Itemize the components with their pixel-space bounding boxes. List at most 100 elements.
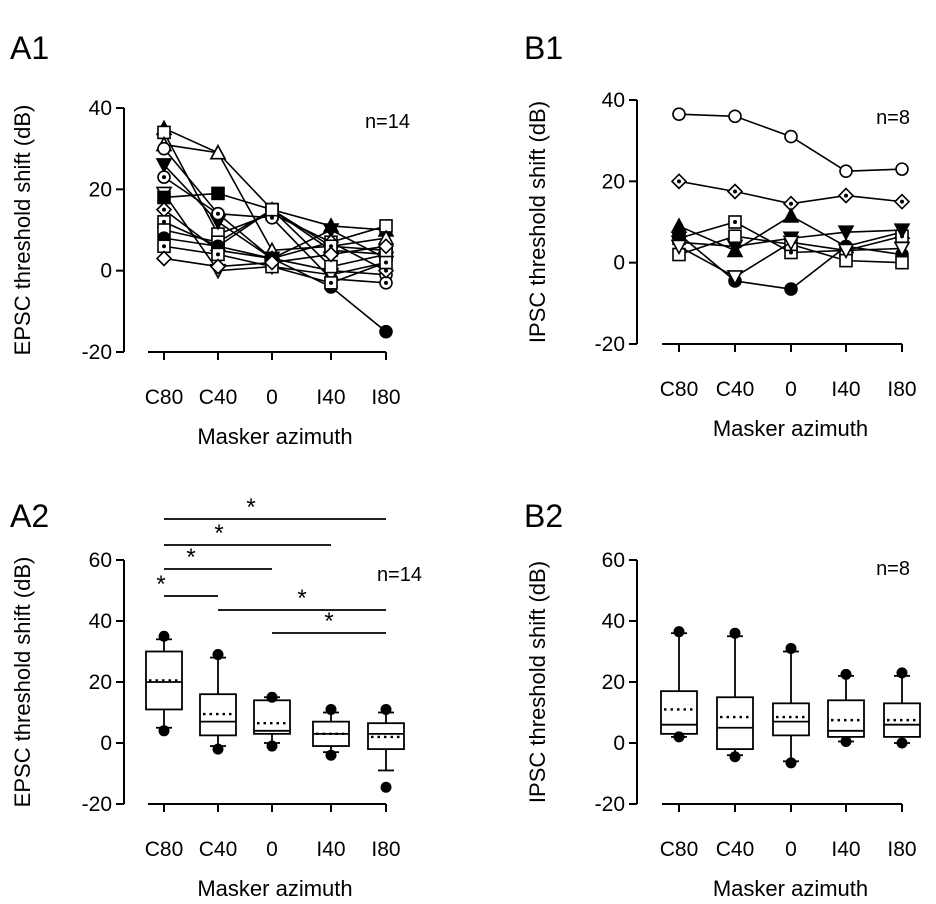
x-tick-label: I80 xyxy=(371,386,400,409)
data-point xyxy=(837,243,855,260)
data-point xyxy=(726,270,744,286)
y-tick-label: 40 xyxy=(89,97,112,120)
outlier-point xyxy=(325,703,337,715)
data-point xyxy=(211,186,225,201)
outlier-point xyxy=(325,749,337,761)
panel-label: B2 xyxy=(524,498,563,534)
data-point xyxy=(784,129,798,144)
data-point xyxy=(322,223,340,239)
data-point xyxy=(265,202,279,217)
data-point xyxy=(322,246,340,263)
significance-bar: * xyxy=(156,571,218,598)
data-point-dot xyxy=(162,207,166,212)
sample-size-label: n=14 xyxy=(365,111,410,133)
outlier-point xyxy=(212,743,224,755)
x-tick-label: I40 xyxy=(831,838,860,861)
data-point-dot xyxy=(384,280,388,285)
significance-bar: * xyxy=(164,494,386,521)
box-0 xyxy=(772,642,810,769)
x-tick-label: I80 xyxy=(887,378,916,401)
outlier-point xyxy=(212,649,224,661)
x-tick-label: C80 xyxy=(660,378,699,401)
data-point xyxy=(893,241,911,258)
data-point-dot xyxy=(384,260,388,265)
data-point xyxy=(672,227,686,241)
x-axis-label: Masker azimuth xyxy=(713,416,868,441)
data-point xyxy=(209,144,227,160)
x-tick-label: I40 xyxy=(316,386,345,409)
y-tick-label: 0 xyxy=(613,732,625,755)
significance-star: * xyxy=(246,494,255,521)
chart-panel-a2: A2 60 40 20 0 -20 EPSC threshold shift (dB) C80… xyxy=(10,494,422,901)
data-point xyxy=(672,107,686,122)
y-tick-label: 0 xyxy=(100,732,112,755)
data-point xyxy=(782,207,800,223)
x-axis-label: Masker azimuth xyxy=(197,424,352,449)
data-point xyxy=(157,141,171,156)
y-axis-label: IPSC threshold shift (dB) xyxy=(525,561,550,803)
x-tick-label: 0 xyxy=(785,378,797,401)
y-tick-label: 20 xyxy=(89,178,112,201)
data-point xyxy=(155,158,173,174)
x-tick-label: C40 xyxy=(199,838,238,861)
x-tick-label: C80 xyxy=(145,386,184,409)
x-tick-label: I80 xyxy=(371,838,400,861)
box-i80 xyxy=(883,667,921,749)
y-axis-label: EPSC threshold shift (dB) xyxy=(10,557,35,808)
data-point-dot xyxy=(384,268,388,273)
box-c40 xyxy=(199,649,237,755)
x-tick-label: C40 xyxy=(716,838,755,861)
panel-label: A1 xyxy=(10,30,49,66)
outlier-point xyxy=(840,735,852,747)
data-point-dot xyxy=(329,280,333,285)
data-point-dot xyxy=(844,193,848,198)
y-tick-label: 60 xyxy=(602,549,625,572)
x-tick-label: C80 xyxy=(660,838,699,861)
data-point-dot xyxy=(162,175,166,180)
box-iqr xyxy=(660,690,698,735)
y-axis-label: EPSC threshold shift (dB) xyxy=(10,105,35,356)
significance-star: * xyxy=(214,520,223,547)
box-iqr xyxy=(772,702,810,737)
y-tick-label: -20 xyxy=(82,341,112,364)
outlier-point xyxy=(840,668,852,680)
y-tick-label: 0 xyxy=(100,260,112,283)
x-tick-label: C40 xyxy=(199,386,238,409)
x-tick-label: 0 xyxy=(785,838,797,861)
data-point-dot xyxy=(789,250,793,255)
significance-bar: * xyxy=(218,585,386,612)
significance-bar: * xyxy=(164,520,331,547)
x-tick-label: I40 xyxy=(316,838,345,861)
sample-size-label: n=8 xyxy=(876,558,910,580)
outlier-point xyxy=(785,757,797,769)
y-tick-label: -20 xyxy=(595,333,625,356)
data-point xyxy=(837,225,855,241)
data-point xyxy=(893,223,911,239)
x-tick-label: C40 xyxy=(716,378,755,401)
box-i80 xyxy=(367,703,405,793)
y-tick-label: 40 xyxy=(89,610,112,633)
significance-star: * xyxy=(186,544,195,571)
y-tick-label: 20 xyxy=(602,170,625,193)
outlier-point xyxy=(896,667,908,679)
y-tick-label: 40 xyxy=(602,610,625,633)
x-tick-label: 0 xyxy=(266,838,278,861)
box-iqr xyxy=(253,699,291,735)
sample-size-label: n=8 xyxy=(876,107,910,129)
data-point-dot xyxy=(270,215,274,220)
significance-bar: * xyxy=(164,544,272,571)
data-point xyxy=(377,238,395,255)
x-tick-label: I80 xyxy=(887,838,916,861)
outlier-point xyxy=(673,731,685,743)
outlier-point xyxy=(266,740,278,752)
y-axis-label: IPSC threshold shift (dB) xyxy=(525,101,550,343)
outlier-point xyxy=(158,630,170,642)
sample-size-label: n=14 xyxy=(377,564,422,586)
data-point-dot xyxy=(216,252,220,257)
chart-panel-b1: B1 40 20 0 -20 IPSC threshold shift (dB) C80 C4… xyxy=(524,30,917,441)
significance-bar: * xyxy=(272,608,386,635)
significance-star: * xyxy=(156,571,165,598)
x-tick-label: I40 xyxy=(831,378,860,401)
box-i40 xyxy=(827,668,865,747)
